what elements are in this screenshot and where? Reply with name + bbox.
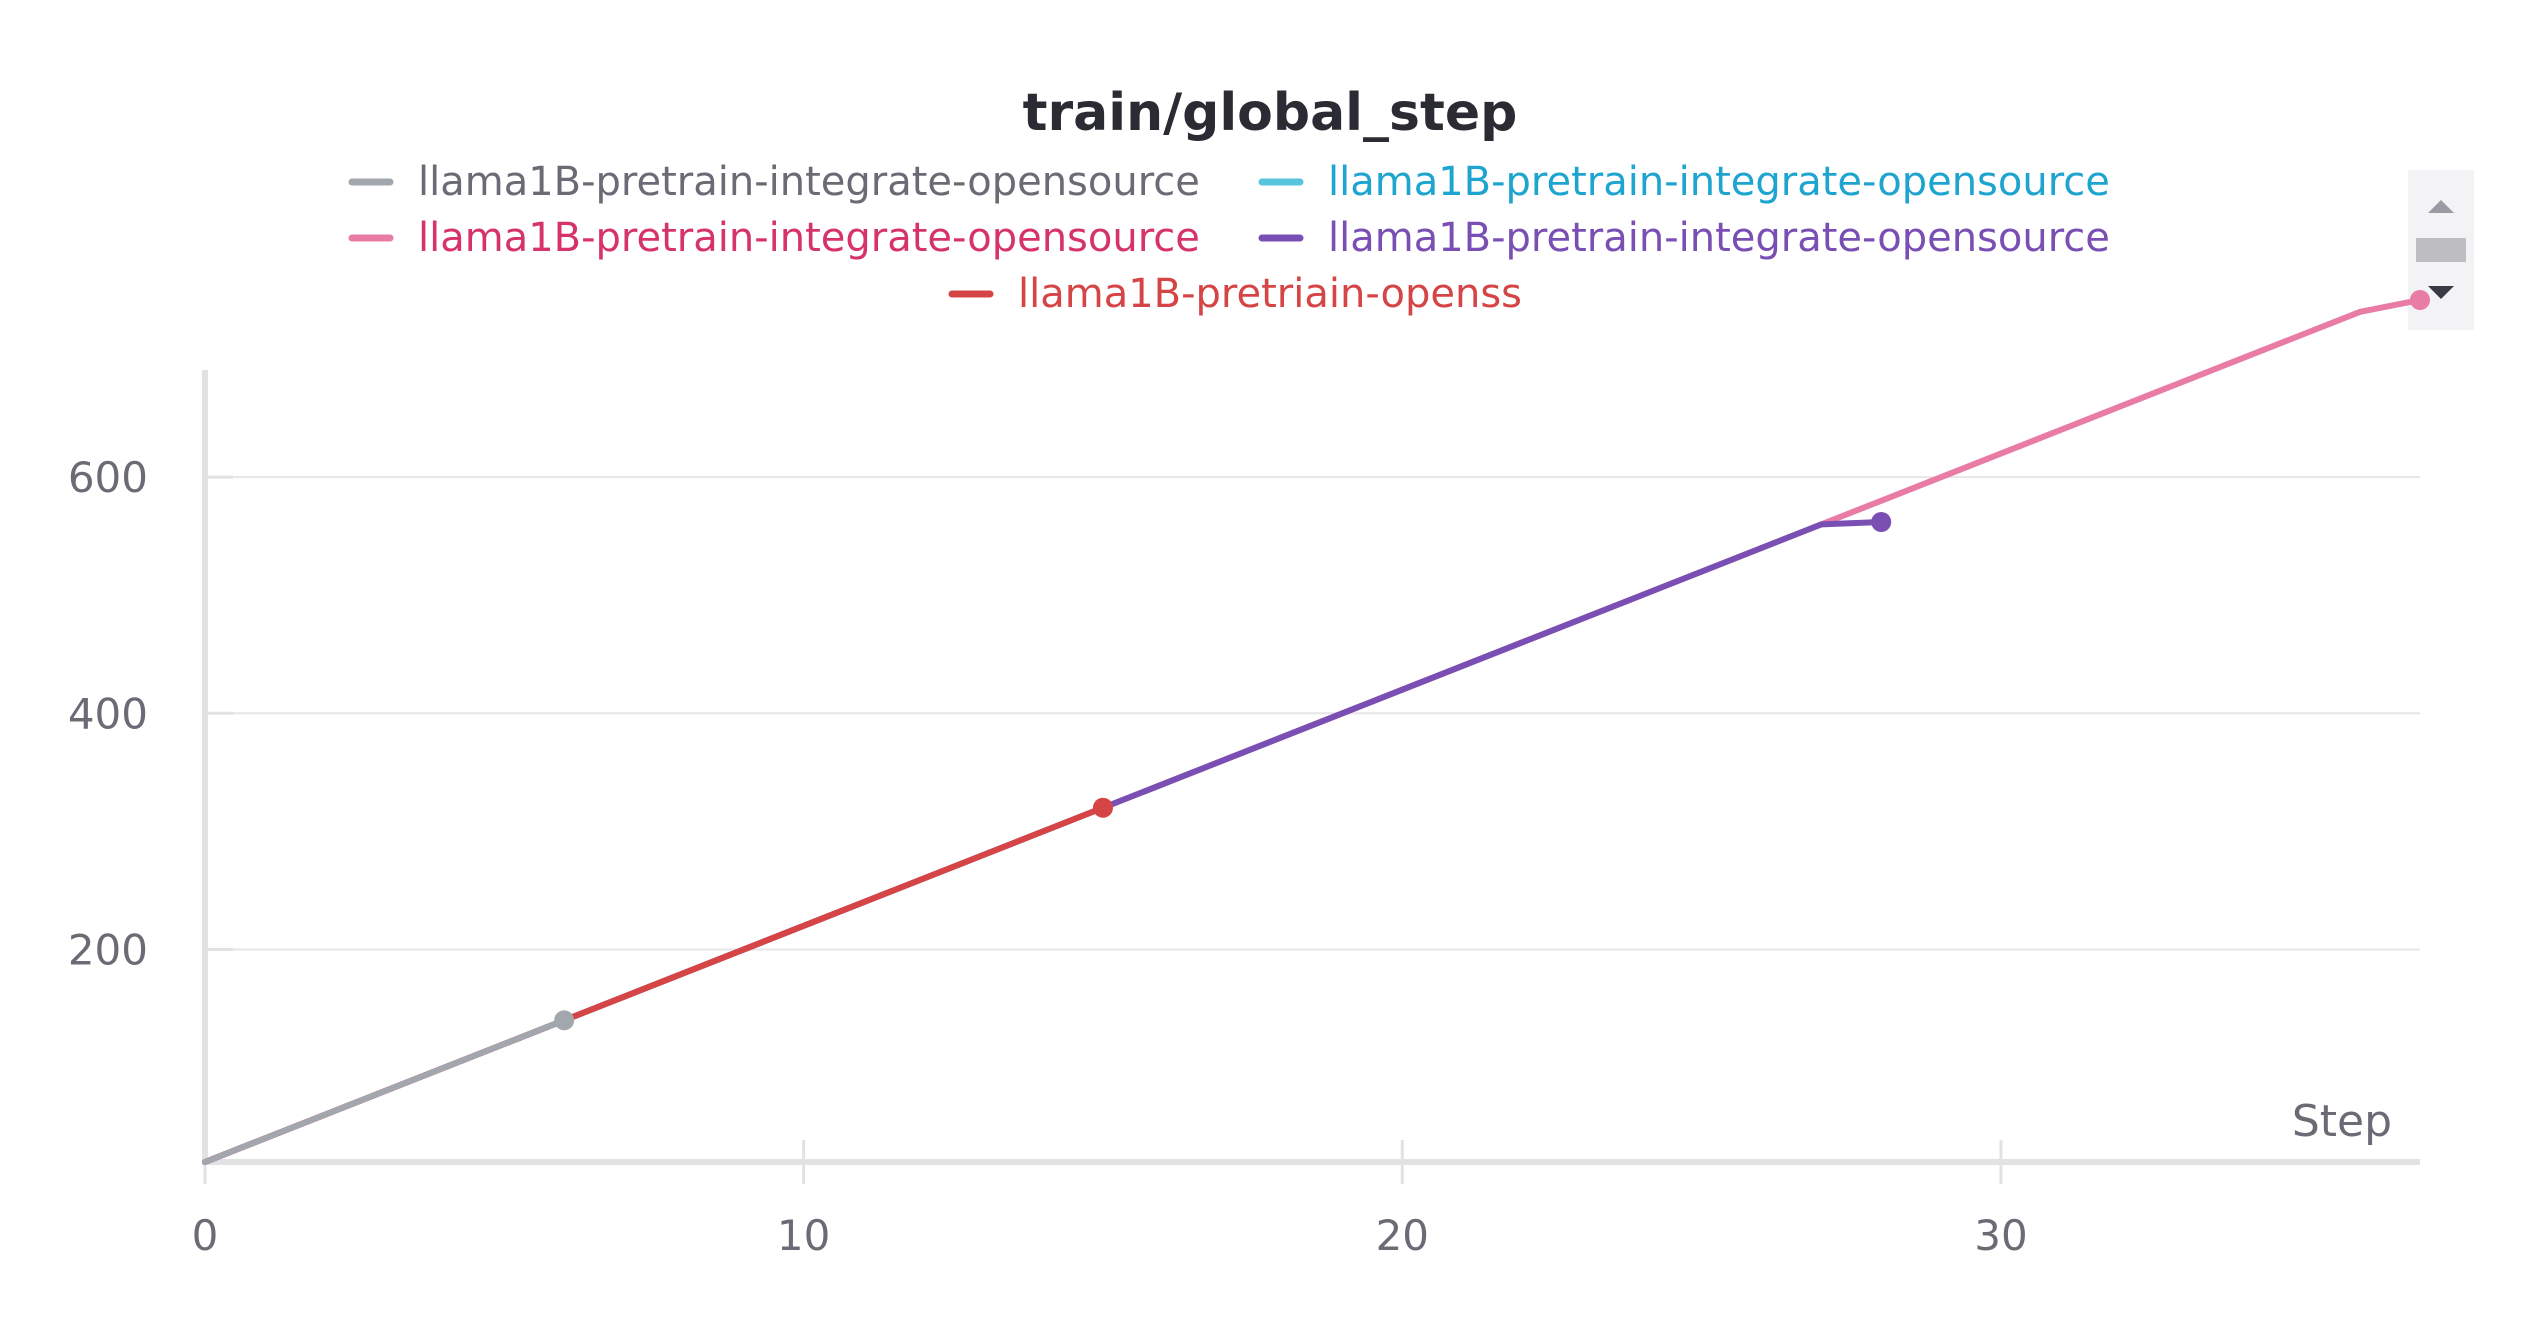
x-tick-label: 30 xyxy=(1974,1211,2027,1260)
series-end-point-4 xyxy=(1092,797,1113,818)
legend-scroll-thumb[interactable] xyxy=(2416,238,2466,262)
series-end-point-2 xyxy=(2410,290,2430,310)
scroll-up-icon[interactable] xyxy=(2428,200,2454,213)
legend-entry-0[interactable]: llama1B-pretrain-integrate-opensource xyxy=(418,159,1200,205)
series-end-point-3 xyxy=(1871,511,1892,532)
legend-entry-1[interactable]: llama1B-pretrain-integrate-opensource xyxy=(1328,159,2110,205)
chart-title: train/global_step xyxy=(1023,83,1518,143)
grid-lines xyxy=(205,476,2420,951)
legend-entry-2[interactable]: llama1B-pretrain-integrate-opensource xyxy=(418,215,1200,261)
x-axis-ticks: 0 10 20 30 xyxy=(192,1140,2028,1260)
legend: llama1B-pretrain-integrate-opensource lla… xyxy=(348,159,2110,317)
axes xyxy=(202,370,2420,1165)
series-lines xyxy=(202,290,2430,1165)
y-axis-ticks: 200 400 600 xyxy=(68,453,233,974)
y-tick-label: 600 xyxy=(68,453,148,502)
x-tick-label: 20 xyxy=(1376,1211,1429,1260)
series-line-0 xyxy=(202,1017,568,1165)
legend-entry-3[interactable]: llama1B-pretrain-integrate-opensource xyxy=(1328,215,2110,261)
x-tick-label: 10 xyxy=(777,1211,830,1260)
x-tick-label: 0 xyxy=(192,1211,219,1260)
series-end-point-0 xyxy=(554,1010,575,1031)
legend-entry-4[interactable]: llama1B-pretriain-openss xyxy=(1018,271,1522,317)
y-tick-label: 200 xyxy=(68,925,148,974)
y-tick-label: 400 xyxy=(68,689,148,738)
x-axis-label: Step xyxy=(2292,1096,2392,1147)
scroll-down-icon[interactable] xyxy=(2428,286,2454,299)
